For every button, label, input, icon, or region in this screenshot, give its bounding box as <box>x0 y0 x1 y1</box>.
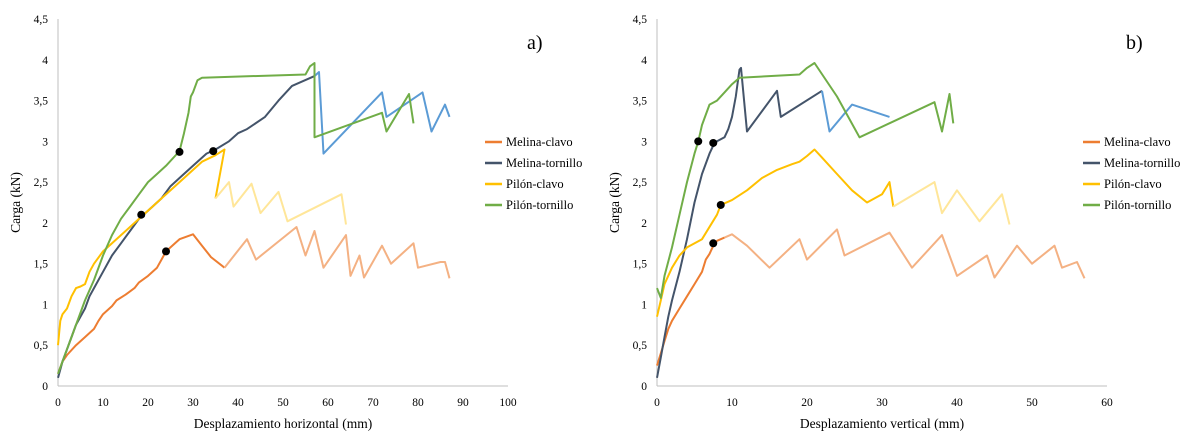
legend-label: Melina-tornillo <box>1104 156 1180 170</box>
y-tick-label: 4 <box>641 55 647 67</box>
y-tick-label: 0,5 <box>34 340 49 352</box>
x-tick-label: 20 <box>801 397 813 409</box>
y-tick-label: 3 <box>42 136 48 148</box>
series-line <box>656 148 895 317</box>
y-axis-label: Carga (kN) <box>8 172 23 233</box>
x-tick-label: 90 <box>457 397 469 409</box>
x-tick-label: 20 <box>142 397 154 409</box>
series-line-post-peak <box>892 181 1011 225</box>
series-lines <box>57 62 451 379</box>
y-tick-label: 2 <box>42 218 48 230</box>
legend-label: Melina-clavo <box>506 135 573 149</box>
data-point-marker <box>209 147 218 156</box>
y-tick-label: 2 <box>641 218 647 230</box>
markers <box>694 137 725 248</box>
y-tick-label: 2,5 <box>633 177 648 189</box>
y-tick-label: 0 <box>42 381 48 393</box>
data-point-marker <box>175 147 184 156</box>
series-line <box>57 62 415 375</box>
data-point-marker <box>694 137 703 146</box>
y-tick-label: 2,5 <box>34 177 49 189</box>
data-point-marker <box>709 239 718 248</box>
series-line-post-peak <box>821 90 890 133</box>
x-tick-labels: 0 10 20 30 40 50 60 <box>654 397 1113 409</box>
data-point-marker <box>137 210 146 219</box>
x-tick-label: 0 <box>55 397 61 409</box>
y-axis-label: Carga (kN) <box>607 172 622 233</box>
y-tick-label: 3,5 <box>633 96 648 108</box>
series-line-post-peak <box>724 228 1086 279</box>
data-point-marker <box>709 138 718 147</box>
y-tick-label: 1,5 <box>633 259 648 271</box>
series-line <box>656 236 725 366</box>
panel-label: a) <box>527 32 543 54</box>
series-line <box>656 66 823 378</box>
series-line <box>57 233 226 375</box>
x-tick-label: 0 <box>654 397 660 409</box>
x-tick-label: 30 <box>876 397 888 409</box>
x-tick-label: 100 <box>499 397 517 409</box>
x-tick-label: 50 <box>277 397 289 409</box>
series-line-post-peak <box>223 226 451 279</box>
chart-panel-a: 0 0,5 1 1,5 2 2,5 3 3,5 4 4,5 0 10 20 30 40 50 60 70 80 90… <box>8 14 582 431</box>
legend-label: Pilón-clavo <box>506 177 564 191</box>
legend-label: Pilón-tornillo <box>1104 198 1171 212</box>
y-tick-label: 1 <box>42 299 48 311</box>
series-line <box>57 148 226 346</box>
y-tick-label: 1 <box>641 299 647 311</box>
x-tick-label: 40 <box>951 397 963 409</box>
x-tick-label: 80 <box>412 397 424 409</box>
x-tick-label: 40 <box>232 397 244 409</box>
x-axis-label: Desplazamiento vertical (mm) <box>800 416 964 431</box>
x-axis-label: Desplazamiento horizontal (mm) <box>194 416 372 431</box>
y-tick-label: 3 <box>641 136 647 148</box>
y-tick-label: 1,5 <box>34 259 49 271</box>
series-lines <box>656 62 1086 378</box>
x-tick-label: 50 <box>1026 397 1038 409</box>
y-tick-labels: 0 0,5 1 1,5 2 2,5 3 3,5 4 4,5 <box>633 14 648 393</box>
x-tick-label: 60 <box>1101 397 1113 409</box>
y-tick-label: 0 <box>641 381 647 393</box>
y-tick-label: 0,5 <box>633 340 648 352</box>
chart-panel-b: 0 0,5 1 1,5 2 2,5 3 3,5 4 4,5 0 10 20 30 40 50 60 Despl… <box>607 14 1180 431</box>
legend: Melina-clavo Melina-tornillo Pilón-clavo Pi… <box>1083 135 1180 212</box>
legend-label: Pilón-clavo <box>1104 177 1162 191</box>
x-tick-label: 60 <box>322 397 334 409</box>
legend: Melina-clavo Melina-tornillo Pilón-clavo Pi… <box>485 135 582 212</box>
x-tick-labels: 0 10 20 30 40 50 60 70 80 90 100 <box>55 397 517 409</box>
series-line <box>656 62 955 299</box>
series-line-post-peak <box>313 71 451 155</box>
legend-label: Melina-clavo <box>1104 135 1171 149</box>
y-tick-label: 4,5 <box>633 14 648 26</box>
y-tick-label: 3,5 <box>34 96 49 108</box>
series-line-post-peak <box>214 181 347 225</box>
x-tick-label: 70 <box>367 397 379 409</box>
markers <box>137 147 218 256</box>
y-tick-labels: 0 0,5 1 1,5 2 2,5 3 3,5 4 4,5 <box>34 14 49 393</box>
data-point-marker <box>716 200 725 209</box>
x-tick-label: 10 <box>726 397 738 409</box>
y-tick-label: 4,5 <box>34 14 49 26</box>
legend-label: Pilón-tornillo <box>506 198 573 212</box>
panel-label: b) <box>1126 32 1143 54</box>
legend-label: Melina-tornillo <box>506 156 582 170</box>
data-point-marker <box>162 247 170 256</box>
x-tick-label: 10 <box>97 397 109 409</box>
y-tick-label: 4 <box>42 55 48 67</box>
x-tick-label: 30 <box>187 397 199 409</box>
